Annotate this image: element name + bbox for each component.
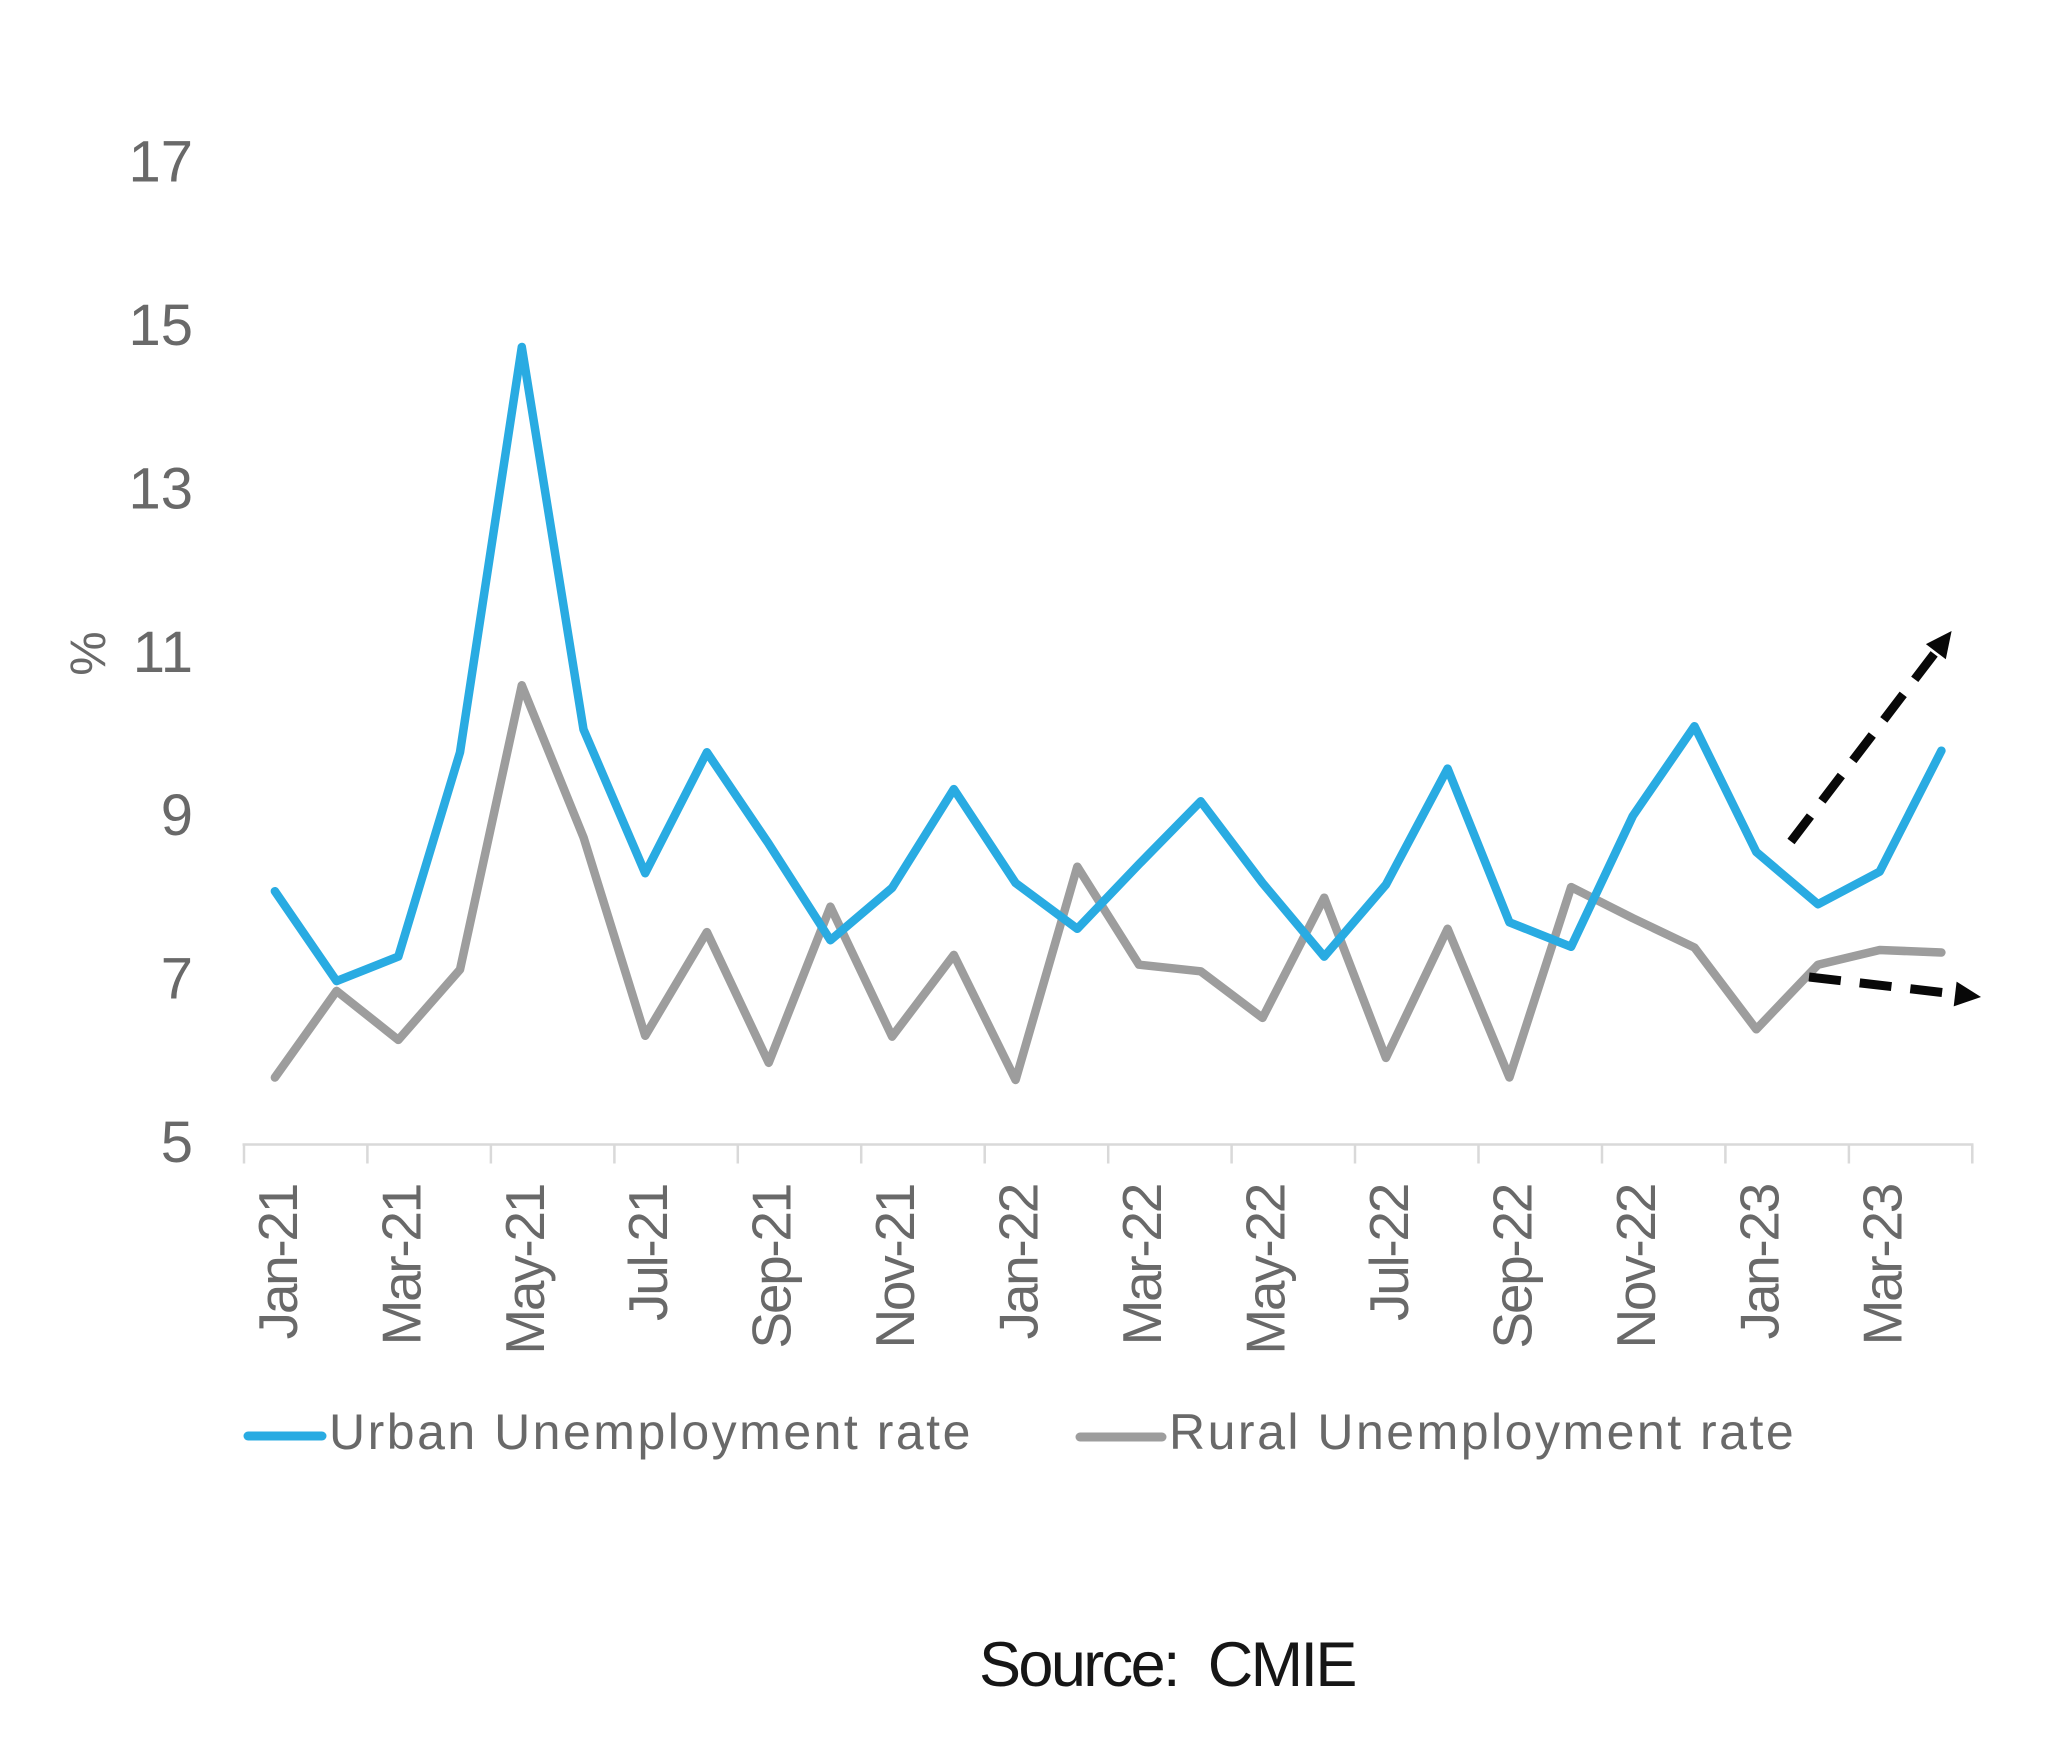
svg-text:13: 13 xyxy=(128,456,193,521)
svg-text:Jan-22: Jan-22 xyxy=(988,1185,1050,1339)
svg-text:Nov-22: Nov-22 xyxy=(1605,1185,1667,1349)
svg-text:%: % xyxy=(60,631,116,675)
svg-text:9: 9 xyxy=(161,783,193,848)
svg-text:7: 7 xyxy=(161,947,193,1012)
svg-text:Jul-21: Jul-21 xyxy=(617,1185,679,1321)
svg-text:Sep-22: Sep-22 xyxy=(1481,1185,1543,1349)
svg-text:May-21: May-21 xyxy=(494,1185,556,1355)
svg-text:Mar-22: Mar-22 xyxy=(1111,1185,1173,1345)
svg-text:Jul-22: Jul-22 xyxy=(1358,1185,1420,1321)
svg-text:Source: CMIE: Source: CMIE xyxy=(979,1630,1355,1700)
svg-text:Urban Unemployment rate: Urban Unemployment rate xyxy=(329,1404,973,1460)
svg-text:Sep-21: Sep-21 xyxy=(741,1185,803,1349)
svg-text:Mar-23: Mar-23 xyxy=(1852,1184,1914,1345)
svg-text:5: 5 xyxy=(161,1110,193,1175)
svg-text:15: 15 xyxy=(128,293,193,358)
svg-text:Nov-21: Nov-21 xyxy=(864,1185,926,1349)
svg-text:11: 11 xyxy=(133,620,193,685)
svg-text:Jan-21: Jan-21 xyxy=(247,1185,309,1339)
svg-text:Jan-23: Jan-23 xyxy=(1728,1184,1790,1339)
svg-text:Rural Unemployment rate: Rural Unemployment rate xyxy=(1169,1404,1796,1460)
svg-text:May-22: May-22 xyxy=(1235,1185,1297,1355)
svg-text:Mar-21: Mar-21 xyxy=(370,1185,432,1345)
svg-text:17: 17 xyxy=(128,130,193,195)
